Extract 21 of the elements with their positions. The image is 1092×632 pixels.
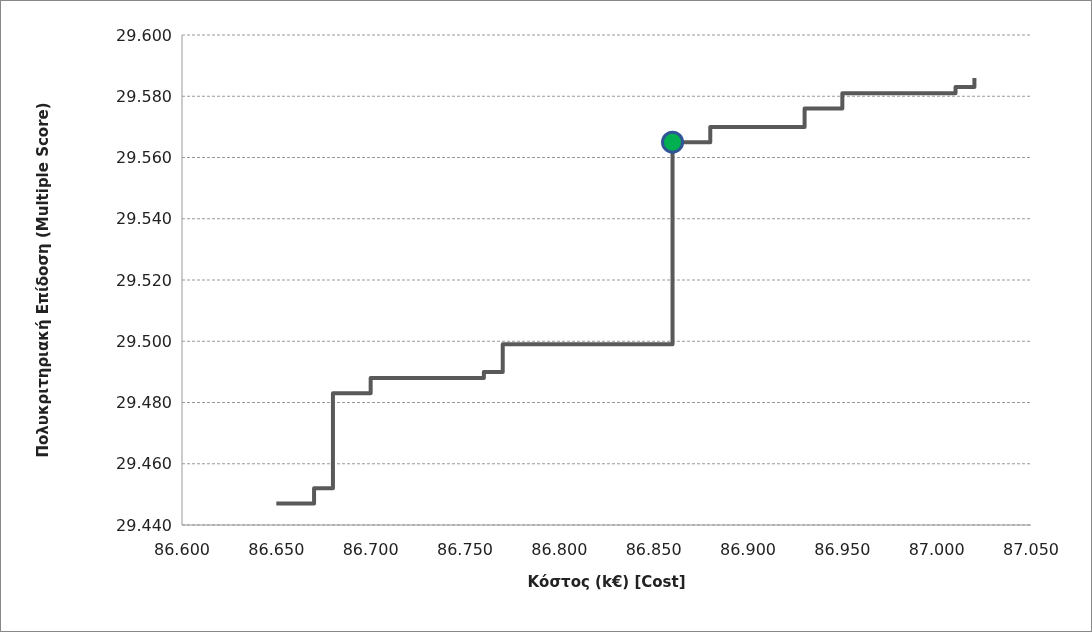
y-tick-label: 29.580 (116, 86, 172, 106)
x-axis-title: Κόστος (k€) [Cost] (527, 573, 686, 591)
y-tick-label: 29.500 (116, 331, 172, 351)
x-tick-label: 87.000 (908, 540, 965, 559)
y-tick-label: 29.460 (116, 454, 172, 474)
y-tick-label: 29.520 (116, 270, 172, 290)
x-tick-label: 86.700 (342, 540, 399, 559)
x-tick-label: 86.600 (154, 540, 210, 559)
x-tick-label: 86.650 (248, 540, 305, 559)
x-tick-label: 86.900 (720, 540, 776, 559)
y-tick-label: 29.440 (116, 515, 172, 535)
y-tick-label: 29.560 (116, 148, 172, 168)
x-tick-label: 86.750 (437, 540, 493, 559)
x-tick-label: 86.850 (625, 540, 682, 559)
y-axis-title: Πολυκριτηριακή Επίδοση (Multiple Score) (34, 102, 52, 458)
y-tick-label: 29.540 (116, 209, 172, 229)
x-tick-label: 87.050 (1003, 540, 1059, 559)
x-tick-label: 86.950 (814, 540, 871, 559)
x-tick-label: 86.800 (531, 540, 588, 559)
y-tick-label: 29.600 (116, 25, 172, 45)
y-tick-label: 29.480 (116, 393, 172, 413)
